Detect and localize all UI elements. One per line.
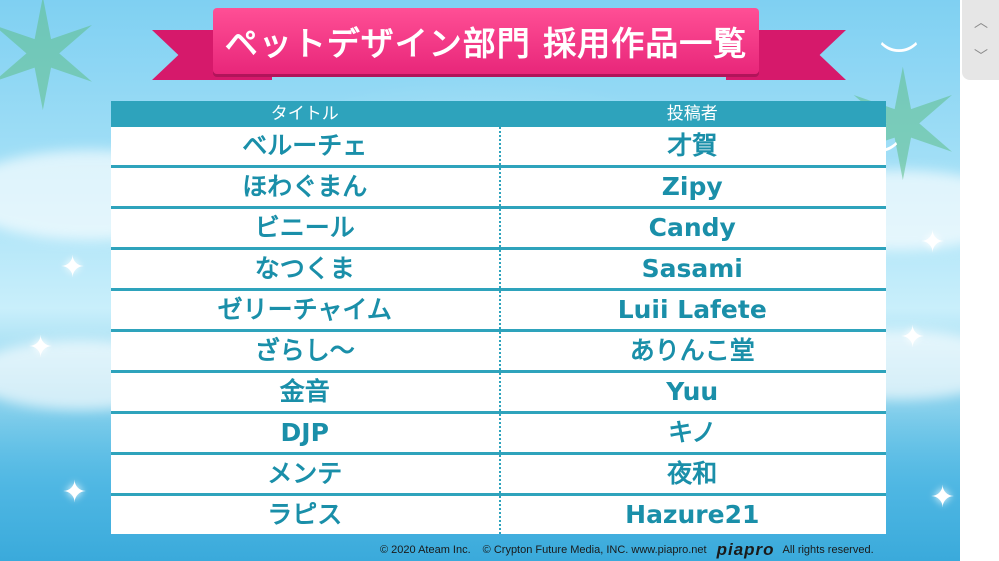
column-divider — [498, 291, 501, 329]
sparkle-icon: ✦ — [900, 320, 926, 355]
copyright-footer: © 2020 Ateam Inc. © Crypton Future Media… — [380, 540, 980, 560]
work-title: ゼリーチャイム — [217, 295, 392, 324]
work-title: ほわぐまん — [242, 172, 368, 201]
sparkle-icon: ✦ — [920, 225, 946, 260]
work-author: 夜和 — [667, 459, 718, 488]
work-title: メンテ — [267, 459, 343, 488]
table-row: ほわぐまん Zipy — [111, 168, 886, 206]
work-author: Hazure21 — [625, 500, 760, 529]
page-title: ペットデザイン部門 採用作品一覧 — [224, 24, 748, 63]
table-row: DJP キノ — [111, 414, 886, 452]
column-divider — [498, 209, 501, 247]
banner-image: ✶ ✶ ︶ ︶ ✦ ✦ ✦ ✦ ✦ ✦ ペットデザイン部門 採用作品一覧 タイト… — [0, 0, 960, 561]
work-title: ビニール — [254, 213, 355, 242]
work-author: Luii Lafete — [617, 295, 767, 324]
column-divider — [498, 250, 501, 288]
sparkle-icon: ✦ — [62, 475, 88, 510]
scroll-control[interactable]: ︿ ﹀ — [962, 0, 999, 80]
rights-text: All rights reserved. — [782, 544, 874, 556]
table-row: ビニール Candy — [111, 209, 886, 247]
sparkle-icon: ✦ — [60, 250, 86, 285]
crypton-copyright: © Crypton Future Media, INC. www.piapro.… — [482, 544, 707, 556]
palm-leaf-icon: ✶ — [0, 0, 106, 144]
sparkle-icon: ✦ — [28, 330, 54, 365]
seagull-icon: ︶ — [880, 39, 919, 83]
work-title: ベルーチェ — [242, 131, 368, 160]
work-title: なつくま — [254, 254, 355, 283]
column-divider — [498, 168, 501, 206]
column-divider — [498, 373, 501, 411]
column-divider — [498, 127, 501, 165]
work-author: Yuu — [666, 377, 719, 406]
table-row: ゼリーチャイム Luii Lafete — [111, 291, 886, 329]
work-author: 才賀 — [667, 131, 718, 160]
title-ribbon: ペットデザイン部門 採用作品一覧 — [213, 8, 759, 74]
table-header: タイトル 投稿者 — [111, 101, 886, 127]
work-title: ざらし〜 — [254, 336, 355, 365]
chevron-down-icon[interactable]: ﹀ — [974, 49, 988, 65]
table-row: ラピス Hazure21 — [111, 496, 886, 534]
piapro-logo: piapro — [716, 540, 775, 559]
work-author: Zipy — [661, 172, 723, 201]
column-header-title: タイトル — [270, 104, 339, 124]
table-row: ざらし〜 ありんこ堂 — [111, 332, 886, 370]
work-title: ラピス — [267, 500, 343, 529]
work-author: Sasami — [641, 254, 743, 283]
work-title: 金音 — [279, 377, 330, 406]
work-author: Candy — [648, 213, 736, 242]
ateam-copyright: © 2020 Ateam Inc. — [380, 544, 471, 556]
work-author: キノ — [668, 418, 717, 447]
work-author: ありんこ堂 — [629, 336, 755, 365]
table-row: メンテ 夜和 — [111, 455, 886, 493]
table-row: なつくま Sasami — [111, 250, 886, 288]
table-row: ベルーチェ 才賀 — [111, 127, 886, 165]
column-divider — [498, 332, 501, 370]
adopted-works-table: タイトル 投稿者 ベルーチェ 才賀 ほわぐまん Zipy ビニール Candy なつく… — [111, 101, 886, 534]
sparkle-icon: ✦ — [930, 480, 956, 515]
column-divider — [498, 496, 501, 534]
chevron-up-icon[interactable]: ︿ — [974, 15, 988, 31]
table-row: 金音 Yuu — [111, 373, 886, 411]
column-divider — [498, 455, 501, 493]
column-divider — [498, 414, 501, 452]
column-header-author: 投稿者 — [666, 104, 718, 124]
work-title: DJP — [280, 418, 329, 447]
